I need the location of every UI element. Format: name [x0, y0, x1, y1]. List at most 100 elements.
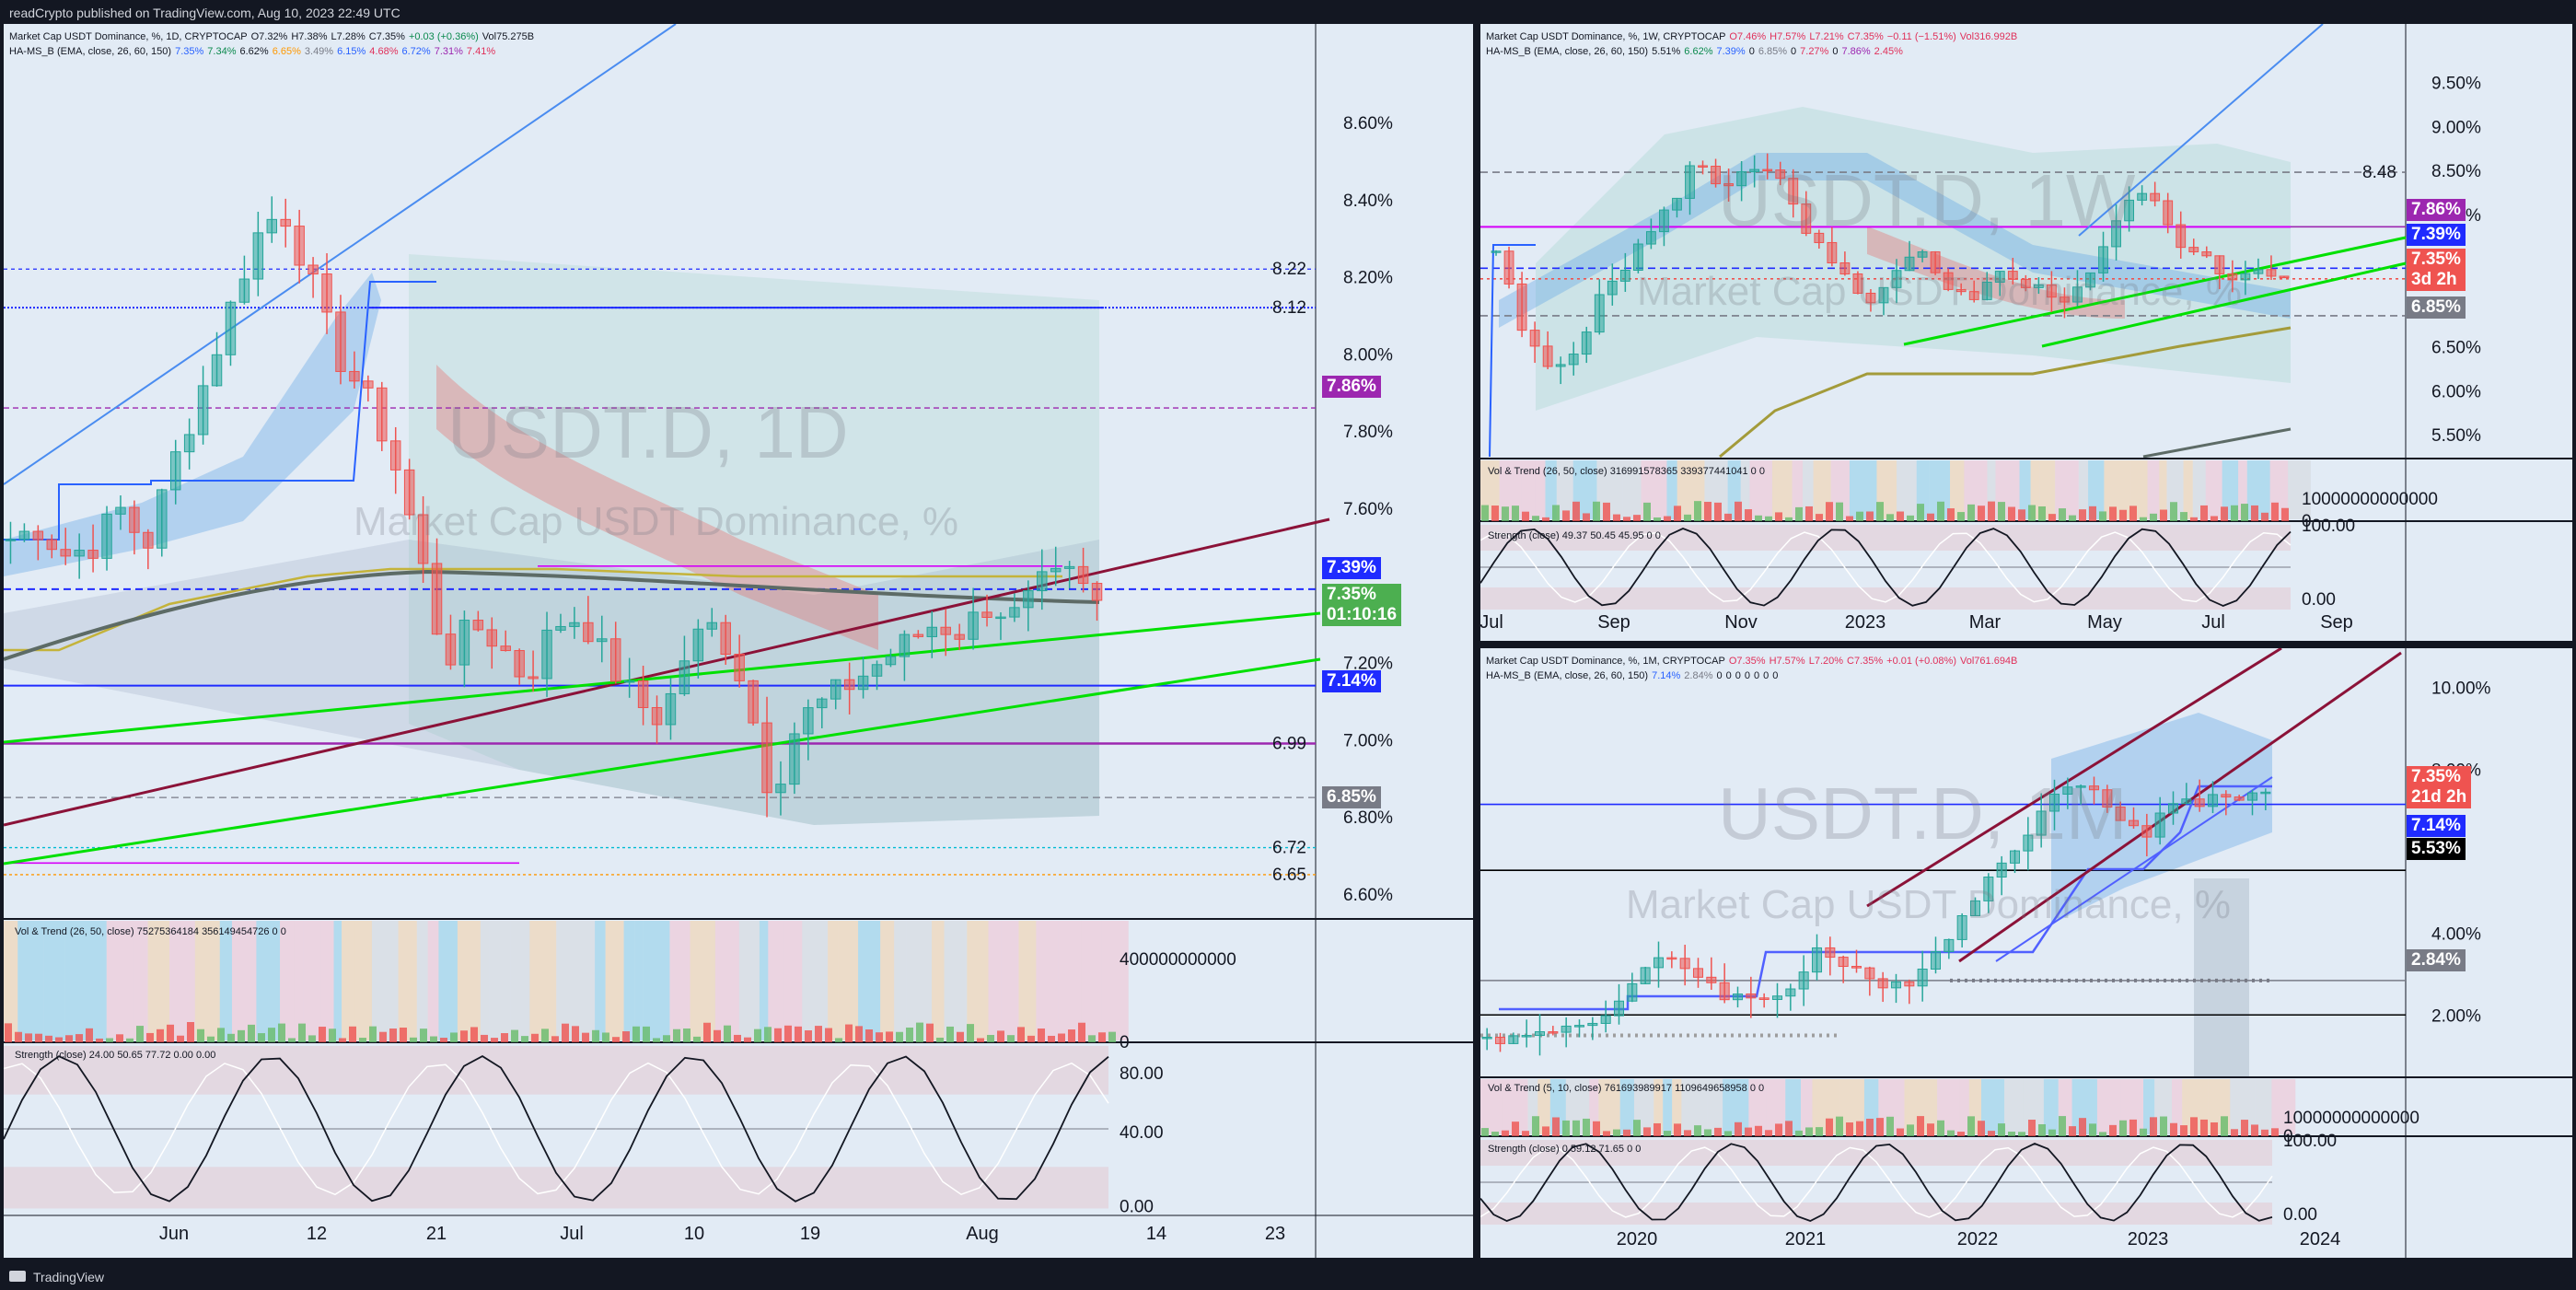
volume-bar	[2241, 1120, 2248, 1136]
volume-bar	[2069, 515, 2076, 521]
candle-body	[389, 440, 401, 471]
trend-stripe	[1785, 1079, 1801, 1134]
weekly-chart-panel[interactable]: 9.50%9.00%8.50%8.00%6.50%6.00%5.50%8.48J…	[1480, 24, 2572, 641]
monthly-last-price-tag: 7.35% 21d 2h	[2407, 766, 2472, 808]
weekly-chart-svg[interactable]: 9.50%9.00%8.50%8.00%6.50%6.00%5.50%8.48J…	[1480, 24, 2572, 641]
trend-stripe	[168, 921, 195, 1040]
candle-body	[1944, 938, 1955, 953]
candle-body	[307, 264, 319, 275]
volume-bar	[2099, 511, 2106, 521]
candle-body	[129, 506, 140, 533]
monthly-chart-panel[interactable]: 10.00%8.00%4.00%2.00%2020202120222023202…	[1480, 648, 2572, 1258]
volume-bar	[1643, 502, 1651, 521]
candle-body	[403, 469, 415, 516]
volume-bar	[2038, 1123, 2046, 1136]
volume-bar	[1775, 1123, 1782, 1136]
trend-stripe	[1001, 921, 1019, 1040]
strength-axis-tick: 0.00	[1120, 1198, 1154, 1217]
strength-signal-line	[4, 1062, 1109, 1196]
volume-bar	[1512, 506, 1519, 521]
weekly-strength-title: Strength (close) 49.37 50.45 45.95 0 0	[1488, 530, 1661, 541]
volume-bar	[1927, 1123, 1934, 1136]
trend-stripe	[2023, 1079, 2044, 1134]
trend-stripe	[1740, 460, 1750, 519]
volume-bar	[2261, 1129, 2269, 1136]
candle-body	[1581, 331, 1592, 355]
daily-level-label: 8.22	[1272, 260, 1306, 279]
daily-chart-panel[interactable]: 8.60% 8.40% 8.20% 8.00% 7.80% 7.60% 7.20% 7.00%…	[4, 24, 1473, 1258]
daily-y-tick: 8.20%	[1343, 269, 1393, 288]
trend-stripe	[371, 921, 399, 1040]
monthly-x-tick: 2023	[2128, 1229, 2169, 1249]
candle-body	[748, 680, 759, 724]
tradingview-footer: TradingView	[0, 1261, 2576, 1290]
volume-bar	[2200, 1119, 2208, 1136]
weekly-green-trendline-1	[1903, 236, 2407, 346]
volume-bar	[389, 1029, 397, 1042]
trend-stripe	[2222, 460, 2239, 519]
trend-stripe	[1802, 460, 1814, 519]
candle-body	[2141, 825, 2152, 838]
daily-cloud-green	[409, 254, 1099, 825]
weekly-watermark-symbol: USDT.D, 1W	[1718, 159, 2136, 241]
volume-bar	[420, 1029, 427, 1042]
monthly-y-tick: 10.00%	[2431, 679, 2491, 698]
volume-bar	[1957, 512, 1965, 521]
weekly-x-tick: May	[2087, 612, 2122, 633]
volume-bar	[1491, 506, 1499, 521]
weekly-x-tick: Nov	[1724, 612, 1758, 633]
volume-bar	[2008, 506, 2015, 521]
trend-stripe	[106, 921, 133, 1040]
volume-bar	[764, 1027, 772, 1042]
trend-stripe	[643, 921, 670, 1040]
candle-body	[115, 506, 126, 515]
volume-bar	[1704, 501, 1712, 521]
trend-stripe	[802, 921, 829, 1040]
monthly-chart-svg[interactable]: 10.00%8.00%4.00%2.00%2020202120222023202…	[1480, 648, 2572, 1258]
volume-bar	[1572, 1120, 1580, 1136]
candle-body	[1711, 166, 1721, 185]
volume-bar	[1714, 1127, 1722, 1136]
trend-stripe	[2104, 460, 2131, 519]
candle-body	[995, 616, 1006, 620]
daily-indicator-line: HA-MS_B (EMA, close, 26, 60, 150) 7.35% 7.…	[9, 46, 496, 57]
candle-body	[1814, 232, 1825, 243]
weekly-y-tick: 5.50%	[2431, 426, 2481, 446]
candle-body	[1529, 330, 1540, 347]
weekly-step-line	[1489, 244, 1536, 458]
volume-bar	[1562, 1120, 1570, 1136]
volume-bar	[1593, 1121, 1600, 1136]
trend-stripe	[2246, 460, 2270, 519]
candle-body	[899, 633, 911, 657]
volume-bar	[805, 1030, 812, 1042]
monthly-watermark-symbol: USDT.D, 1M	[1718, 773, 2128, 854]
candle-body	[60, 549, 71, 557]
daily-chart-svg[interactable]: 8.60% 8.40% 8.20% 8.00% 7.80% 7.60% 7.20% 7.00%…	[4, 24, 1473, 1258]
volume-bar	[2271, 1128, 2279, 1136]
volume-bar	[1907, 1124, 1914, 1136]
trend-stripe	[2030, 460, 2040, 519]
volume-bar	[1481, 1128, 1489, 1136]
publisher-bar: readCrypto published on TradingView.com,…	[0, 0, 2576, 24]
volume-bar	[1937, 1120, 1944, 1136]
volume-bar	[1674, 1123, 1681, 1136]
weekly-x-tick: Mar	[1969, 612, 2002, 633]
trend-stripe	[880, 921, 895, 1040]
candle-body	[1653, 957, 1665, 969]
volume-bar	[1502, 506, 1509, 521]
volume-bar	[714, 1029, 721, 1042]
candle-body	[1996, 862, 2007, 877]
trend-stripe	[1672, 1079, 1682, 1134]
daily-olive-line	[4, 567, 1062, 652]
weekly-countdown: 3d 2h	[2411, 270, 2457, 289]
candle-body	[1542, 345, 1553, 367]
candle-body	[2085, 272, 2095, 288]
volume-bar	[1633, 515, 1641, 521]
trend-stripe	[988, 921, 1002, 1040]
candle-body	[926, 626, 938, 637]
trend-stripe	[932, 921, 945, 1040]
candle-body	[665, 692, 677, 726]
trend-stripe	[828, 921, 839, 1040]
candle-body	[2111, 220, 2121, 248]
candle-body	[761, 722, 772, 794]
